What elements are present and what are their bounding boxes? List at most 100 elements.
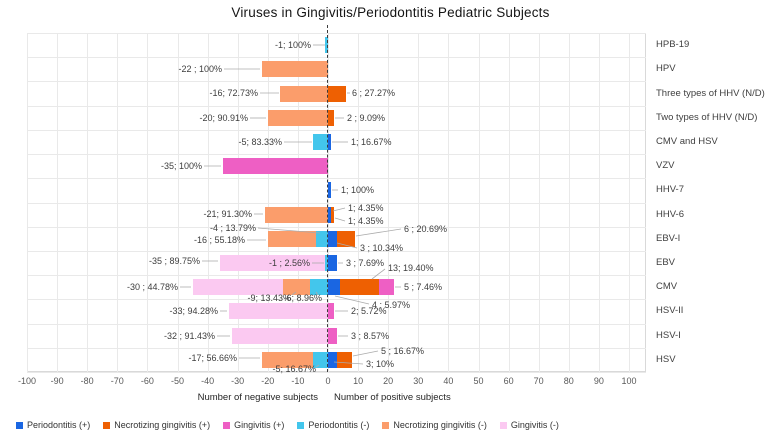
bar-label: 1; 100% (341, 185, 375, 195)
bar-label: 6 ; 20.69% (404, 224, 448, 234)
bar-segment-necrotizing_pos (328, 109, 335, 126)
gridline-horizontal (27, 81, 646, 83)
x-axis-label-positive: Number of positive subjects (334, 392, 451, 403)
x-tick-label: -50 (170, 376, 184, 386)
x-tick-label: 0 (325, 376, 331, 386)
legend-item-gingivitis_neg: Gingivitis (-) (499, 420, 559, 430)
bar-segment-periodontitis_neg (324, 255, 328, 272)
category-label: HSV-II (656, 305, 684, 317)
category-label: CMV and HSV (656, 135, 718, 147)
x-tick-label: 40 (443, 376, 454, 386)
bar-label: 3; 10% (366, 359, 395, 369)
bar-segment-necrotizing_pos (337, 230, 356, 247)
bar-segment-necrotizing_neg (261, 351, 313, 368)
x-tick-label: -30 (231, 376, 245, 386)
legend-swatch-periodontitis_pos (16, 421, 23, 429)
category-label: EBV (656, 257, 676, 269)
gridline-horizontal (27, 250, 646, 252)
category-label: VZV (656, 160, 675, 172)
category-label: HHV-6 (656, 208, 684, 220)
bar-segment-gingivitis_neg (192, 279, 283, 296)
category-label: HPB-19 (656, 39, 690, 51)
bar-label: -16 ; 55.18% (193, 235, 245, 245)
bar-label: -1 ; 2.56% (268, 258, 310, 268)
bar-segment-necrotizing_pos (331, 206, 334, 223)
bar-segment-necrotizing_neg (264, 206, 328, 223)
x-tick-label: 60 (503, 376, 514, 386)
category-label: CMV (656, 281, 678, 293)
legend-swatch-gingivitis_pos (223, 421, 231, 429)
bar-segment-necrotizing_pos (337, 351, 353, 368)
category-label: EBV-I (656, 232, 681, 244)
x-tick-label: 90 (593, 376, 604, 386)
bar-segment-gingivitis_pos (379, 279, 395, 296)
bar-segment-periodontitis_pos (328, 351, 338, 368)
bar-label: 3 ; 8.57% (351, 331, 390, 341)
bar-segment-periodontitis_neg (324, 37, 328, 54)
legend-swatch-periodontitis_neg (297, 421, 305, 429)
bar-label: -9; 13.43% (247, 293, 291, 303)
bar-label: 1; 16.67% (351, 137, 392, 147)
chart-title: Viruses in Gingivitis/Periodontitis Pedi… (231, 5, 550, 20)
bar-segment-necrotizing_neg (261, 61, 328, 78)
bar-label: -35 ; 89.75% (148, 256, 200, 266)
bar-label: 1; 4.35% (348, 203, 384, 213)
bar-segment-periodontitis_pos (328, 182, 331, 199)
x-tick-label: 100 (621, 376, 637, 386)
x-tick-label: 80 (563, 376, 574, 386)
gridline-horizontal (27, 57, 646, 59)
gridline-horizontal (27, 275, 646, 277)
bar-segment-periodontitis_pos (328, 279, 341, 296)
bar-label: -5; 16.67% (272, 364, 316, 374)
legend-swatch-necrotizing_pos (103, 421, 111, 429)
bar-label: 6 ; 27.27% (352, 88, 396, 98)
category-label: Two types of HHV (N/D) (656, 111, 758, 123)
category-label: HSV-I (656, 329, 681, 341)
legend-item-necrotizing_pos: Necrotizing gingivitis (+) (103, 420, 210, 430)
x-tick-label: -90 (50, 376, 64, 386)
gridline-horizontal (27, 323, 646, 325)
bar-segment-gingivitis_neg (231, 327, 328, 344)
bar-segment-gingivitis_neg (219, 255, 325, 272)
bar-label: -17; 56.66% (188, 353, 237, 363)
bar-segment-gingivitis_neg (228, 303, 328, 320)
category-label: Three types of HHV (N/D) (656, 87, 765, 99)
gridline-horizontal (27, 33, 646, 34)
x-axis-label-negative: Number of negative subjects (197, 392, 318, 403)
bar-segment-periodontitis_pos (328, 230, 338, 247)
bar-segment-periodontitis_neg (312, 133, 328, 150)
legend-label: Necrotizing gingivitis (+) (114, 420, 211, 430)
legend-label: Periodontitis (-) (308, 420, 370, 430)
bar-segment-gingivitis_pos (328, 303, 335, 320)
bar-segment-necrotizing_pos (328, 85, 347, 102)
bar-segment-necrotizing_neg (267, 230, 316, 247)
bar-label: 2 ; 9.09% (347, 113, 386, 123)
bar-segment-necrotizing_neg (267, 109, 328, 126)
zero-axis-dashed-line (327, 25, 328, 372)
gridline-horizontal (27, 129, 646, 131)
bar-label: -30 ; 44.78% (126, 282, 178, 292)
x-tick-label: -60 (140, 376, 154, 386)
bar-label: 5 ; 7.46% (404, 282, 443, 292)
bar-segment-gingivitis_pos (328, 327, 338, 344)
bar-label: -20; 90.91% (199, 113, 248, 123)
gridline-horizontal (27, 372, 646, 373)
bar-label: -33; 94.28% (169, 306, 218, 316)
bar-label: 13; 19.40% (388, 263, 434, 273)
bar-segment-gingivitis_pos (222, 158, 328, 175)
legend-swatch-necrotizing_neg (382, 421, 390, 429)
bar-segment-periodontitis_neg (315, 230, 328, 247)
bar-segment-necrotizing_neg (282, 279, 310, 296)
legend-label: Necrotizing gingivitis (-) (393, 420, 487, 430)
bar-segment-periodontitis_pos (328, 206, 331, 223)
gridline-horizontal (27, 178, 646, 180)
bar-label: 2; 5.72% (351, 306, 387, 316)
x-tick-label: -100 (17, 376, 36, 386)
gridline-horizontal (27, 347, 646, 349)
bar-label: 4 ; 5.97% (372, 300, 411, 310)
legend-item-necrotizing_neg: Necrotizing gingivitis (-) (382, 420, 487, 430)
gridline-horizontal (27, 299, 646, 301)
legend-label: Gingivitis (-) (510, 420, 559, 430)
category-label: HHV-7 (656, 184, 684, 196)
